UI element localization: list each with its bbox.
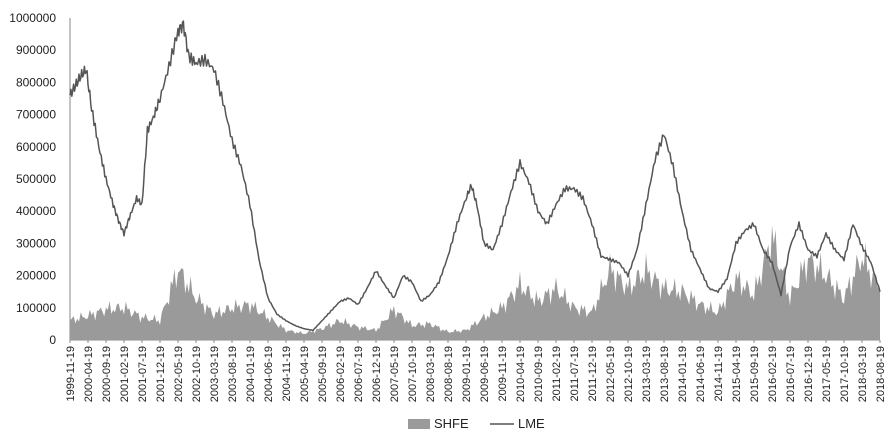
x-tick-label: 2014-11-19 (713, 346, 725, 401)
series-lme-line (69, 20, 881, 332)
x-tick-label: 1999-11-19 (65, 346, 77, 401)
y-tick-label: 900000 (16, 43, 56, 57)
x-tick-label: 2006-12-19 (371, 346, 383, 402)
x-tick-label: 2015-04-19 (731, 346, 743, 402)
x-tick-label: 2003-03-19 (209, 346, 221, 402)
x-tick-label: 2015-09-19 (749, 346, 761, 402)
plot-area (69, 20, 881, 340)
y-tick-label: 700000 (16, 108, 56, 122)
series-shfe-area (70, 225, 880, 340)
x-tick-label: 2008-03-19 (425, 346, 437, 402)
x-tick-label: 2014-06-19 (695, 346, 707, 402)
x-tick-label: 2016-07-19 (785, 346, 797, 402)
y-tick-label: 600000 (16, 140, 56, 154)
y-tick-label: 800000 (16, 75, 56, 89)
y-tick-label: 200000 (16, 269, 56, 283)
x-tick-label: 2004-01-19 (245, 346, 257, 402)
x-tick-label: 2006-02-19 (335, 346, 347, 402)
x-tick-label: 2005-04-19 (299, 346, 311, 402)
legend-shfe-swatch (408, 419, 430, 429)
y-tick-label: 100000 (16, 301, 56, 315)
x-tick-label: 2009-06-19 (479, 346, 491, 402)
x-tick-labels: 1999-11-19 2000-04-19 2000-09-19 2001-02-19… (65, 340, 887, 402)
x-tick-label: 2017-05-19 (821, 346, 833, 402)
y-tick-label: 0 (49, 333, 56, 347)
y-tick-label: 400000 (16, 204, 56, 218)
x-tick-label: 2000-04-19 (83, 346, 95, 402)
x-tick-label: 2011-12-19 (587, 346, 599, 401)
x-tick-label: 2012-05-19 (605, 346, 617, 402)
x-tick-label: 2012-10-19 (623, 346, 635, 402)
legend-lme-label: LME (518, 416, 545, 431)
y-tick-label: 500000 (16, 172, 56, 186)
y-tick-labels: 0 100000 200000 300000 400000 500000 600000 700… (9, 11, 56, 347)
x-tick-label: 2007-05-19 (389, 346, 401, 402)
x-tick-label: 2001-02-19 (119, 346, 131, 402)
y-tick-label: 300000 (16, 236, 56, 250)
x-tick-label: 2010-09-19 (533, 346, 545, 402)
x-tick-label: 2016-12-19 (803, 346, 815, 402)
x-tick-label: 2009-01-19 (461, 346, 473, 402)
x-tick-label: 2010-04-19 (515, 346, 527, 402)
x-tick-label: 2005-09-19 (317, 346, 329, 402)
y-tick-label: 1000000 (9, 11, 56, 25)
x-tick-label: 2008-08-19 (443, 346, 455, 402)
x-tick-label: 2007-10-19 (407, 346, 419, 402)
legend-shfe-label: SHFE (434, 416, 469, 431)
x-tick-label: 2009-11-19 (497, 346, 509, 401)
x-tick-label: 2003-08-19 (227, 346, 239, 402)
x-tick-label: 2001-07-19 (137, 346, 149, 402)
x-tick-label: 2006-07-19 (353, 346, 365, 402)
x-tick-label: 2017-10-19 (839, 346, 851, 402)
x-tick-label: 2001-12-19 (155, 346, 167, 402)
x-tick-label: 2018-03-19 (857, 346, 869, 402)
x-tick-label: 2000-09-19 (101, 346, 113, 402)
x-tick-label: 2002-05-19 (173, 346, 185, 402)
legend: SHFE LME (408, 416, 545, 431)
x-tick-label: 2011-07-19 (569, 346, 581, 401)
x-tick-label: 2016-02-19 (767, 346, 779, 402)
x-tick-label: 2013-03-19 (641, 346, 653, 402)
x-tick-label: 2002-10-19 (191, 346, 203, 402)
x-tick-label: 2018-08-19 (875, 346, 887, 402)
x-tick-label: 2014-01-19 (677, 346, 689, 402)
x-tick-label: 2011-02-19 (551, 346, 563, 401)
x-tick-label: 2013-08-19 (659, 346, 671, 402)
x-tick-label: 2004-06-19 (263, 346, 275, 402)
x-tick-label: 2004-11-19 (281, 346, 293, 401)
